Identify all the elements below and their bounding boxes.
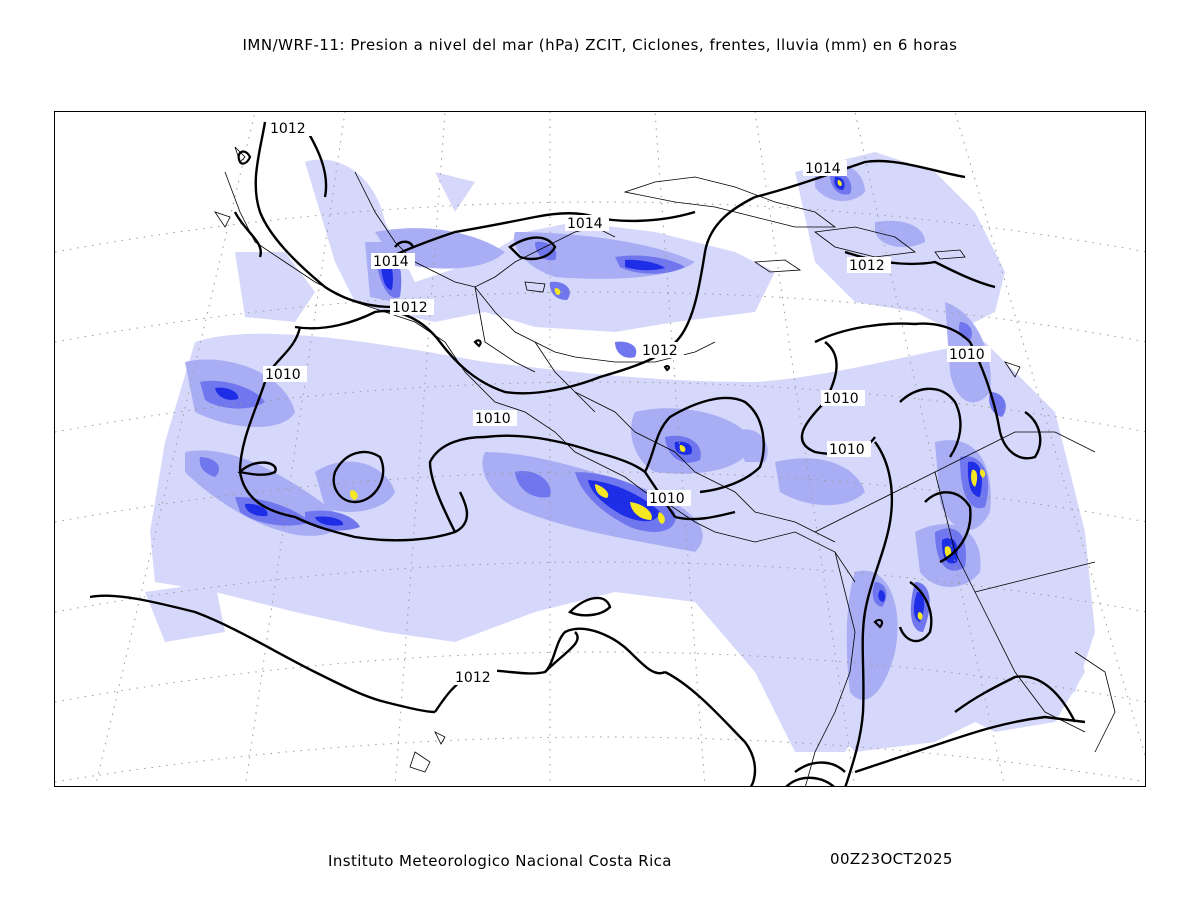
forecast-datetime: 00Z23OCT2025 <box>830 850 953 868</box>
isobar-label: 1014 <box>373 254 409 270</box>
isobar-label: 1012 <box>270 121 306 137</box>
coastlines <box>214 146 1116 786</box>
isobar-label: 1012 <box>392 300 428 316</box>
isobar-label: 1012 <box>849 258 885 274</box>
isobar-label: 1010 <box>265 367 301 383</box>
isobar-label: 1010 <box>829 442 865 458</box>
isobar-label: 1010 <box>649 491 685 507</box>
weather-map: 1012 1014 1014 1014 1012 1012 1012 1010 … <box>54 111 1146 787</box>
graticule <box>55 112 1145 786</box>
map-canvas: 1012 1014 1014 1014 1012 1012 1012 1010 … <box>55 112 1145 786</box>
isobar-label: 1010 <box>949 347 985 363</box>
isobar-label: 1014 <box>805 161 841 177</box>
isobar-label: 1010 <box>475 411 511 427</box>
isobar-label: 1014 <box>567 216 603 232</box>
isobar-labels: 1012 1014 1014 1014 1012 1012 1012 1010 … <box>263 120 991 686</box>
isobar-label: 1012 <box>455 670 491 686</box>
isobar-label: 1010 <box>823 391 859 407</box>
institution-credit: Instituto Meteorologico Nacional Costa R… <box>328 852 672 870</box>
isobar-label: 1012 <box>642 343 678 359</box>
map-title: IMN/WRF-11: Presion a nivel del mar (hPa… <box>242 36 958 54</box>
